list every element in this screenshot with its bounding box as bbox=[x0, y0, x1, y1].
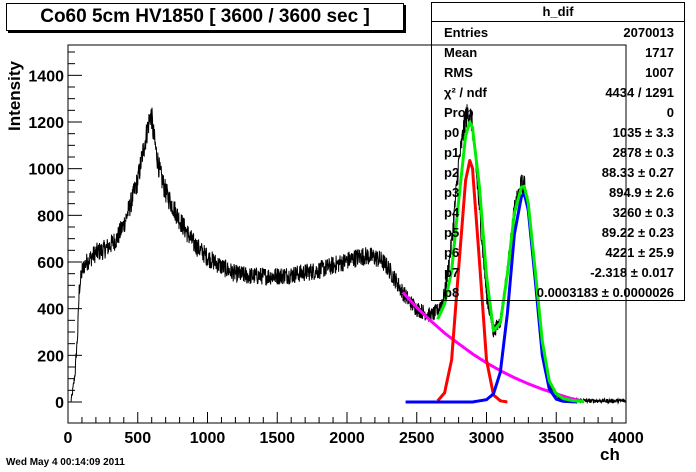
stats-value: 2878 ± 0.3 bbox=[612, 145, 674, 160]
y-tick-label: 1400 bbox=[28, 68, 64, 85]
stats-value: 89.22 ± 0.23 bbox=[601, 225, 674, 240]
x-tick-label: 3500 bbox=[538, 430, 574, 447]
stats-row: p1 2878 ± 0.3 bbox=[432, 143, 684, 163]
stats-row: p7 -2.318 ± 0.017 bbox=[432, 263, 684, 283]
stats-value: 0.0003183 ± 0.0000026 bbox=[536, 285, 674, 300]
y-axis-title: Intensity bbox=[5, 61, 24, 131]
stats-row: p3 894.9 ± 2.6 bbox=[432, 183, 684, 203]
stats-key: Entries bbox=[444, 25, 489, 40]
stats-row: p2 88.33 ± 0.27 bbox=[432, 163, 684, 183]
fit-total-curve bbox=[436, 120, 585, 403]
stats-key: p3 bbox=[444, 185, 460, 200]
stats-value: 4221 ± 25.9 bbox=[605, 245, 674, 260]
x-axis-title: ch bbox=[600, 445, 620, 464]
y-tick-label: 800 bbox=[37, 208, 64, 225]
chart-title: Co60 5cm HV1850 [ 3600 / 3600 sec ] bbox=[6, 3, 404, 31]
stats-value: 1717 bbox=[645, 45, 674, 60]
x-tick-label: 2500 bbox=[399, 430, 435, 447]
stats-key: Prob bbox=[444, 105, 474, 120]
stats-row: p4 3260 ± 0.3 bbox=[432, 203, 684, 223]
stats-value: 1007 bbox=[645, 65, 674, 80]
stats-value: 894.9 ± 2.6 bbox=[609, 185, 674, 200]
stats-row: Entries 2070013 bbox=[432, 23, 684, 43]
stats-row: Mean 1717 bbox=[432, 43, 684, 63]
stats-key: p6 bbox=[444, 245, 460, 260]
stats-value: 0 bbox=[666, 105, 674, 120]
stats-row: χ² / ndf 4434 / 1291 bbox=[432, 83, 684, 103]
stats-row: p6 4221 ± 25.9 bbox=[432, 243, 684, 263]
stats-value: 3260 ± 0.3 bbox=[612, 205, 674, 220]
fit-gaussian-2-curve bbox=[404, 191, 578, 404]
stats-box-title: h_dif bbox=[432, 3, 684, 22]
stats-key: p2 bbox=[444, 165, 460, 180]
x-tick-label: 500 bbox=[124, 430, 151, 447]
stats-value: 4434 / 1291 bbox=[605, 85, 674, 100]
stats-value: 88.33 ± 0.27 bbox=[601, 165, 674, 180]
x-tick-label: 3000 bbox=[469, 430, 505, 447]
y-tick-label: 600 bbox=[37, 255, 64, 272]
stats-key: p4 bbox=[444, 205, 460, 220]
stats-key: Mean bbox=[444, 45, 478, 60]
x-tick-label: 2000 bbox=[329, 430, 365, 447]
x-tick-label: 0 bbox=[64, 430, 73, 447]
stats-row: p8 0.0003183 ± 0.0000026 bbox=[432, 283, 684, 303]
stats-key: p8 bbox=[444, 285, 460, 300]
timestamp: Wed May 4 00:14:09 2011 bbox=[6, 457, 125, 468]
stats-value: 2070013 bbox=[623, 25, 674, 40]
stats-key: χ² / ndf bbox=[444, 85, 487, 100]
stats-key: p0 bbox=[444, 125, 460, 140]
x-tick-label: 1500 bbox=[259, 430, 295, 447]
y-tick-label: 1000 bbox=[28, 162, 64, 179]
stats-value: 1035 ± 3.3 bbox=[612, 125, 674, 140]
x-tick-label: 1000 bbox=[190, 430, 226, 447]
x-tick-label: 4000 bbox=[608, 430, 644, 447]
stats-key: p1 bbox=[444, 145, 460, 160]
stats-box: h_dif Entries 2070013 Mean 1717 RMS 1007 χ² / … bbox=[431, 2, 685, 301]
stats-row: p0 1035 ± 3.3 bbox=[432, 123, 684, 143]
stats-row: p5 89.22 ± 0.23 bbox=[432, 223, 684, 243]
stats-row: Prob 0 bbox=[432, 103, 684, 123]
stats-key: p5 bbox=[444, 225, 460, 240]
stats-key: p7 bbox=[444, 265, 460, 280]
fit-gaussian-1-curve bbox=[436, 159, 509, 404]
y-tick-label: 400 bbox=[37, 302, 64, 319]
y-tick-label: 1200 bbox=[28, 115, 64, 132]
y-tick-label: 200 bbox=[37, 348, 64, 365]
stats-value: -2.318 ± 0.017 bbox=[590, 265, 674, 280]
stats-key: RMS bbox=[444, 65, 473, 80]
stats-row: RMS 1007 bbox=[432, 63, 684, 83]
fit-background-curve bbox=[401, 291, 585, 403]
y-tick-label: 0 bbox=[55, 395, 64, 412]
